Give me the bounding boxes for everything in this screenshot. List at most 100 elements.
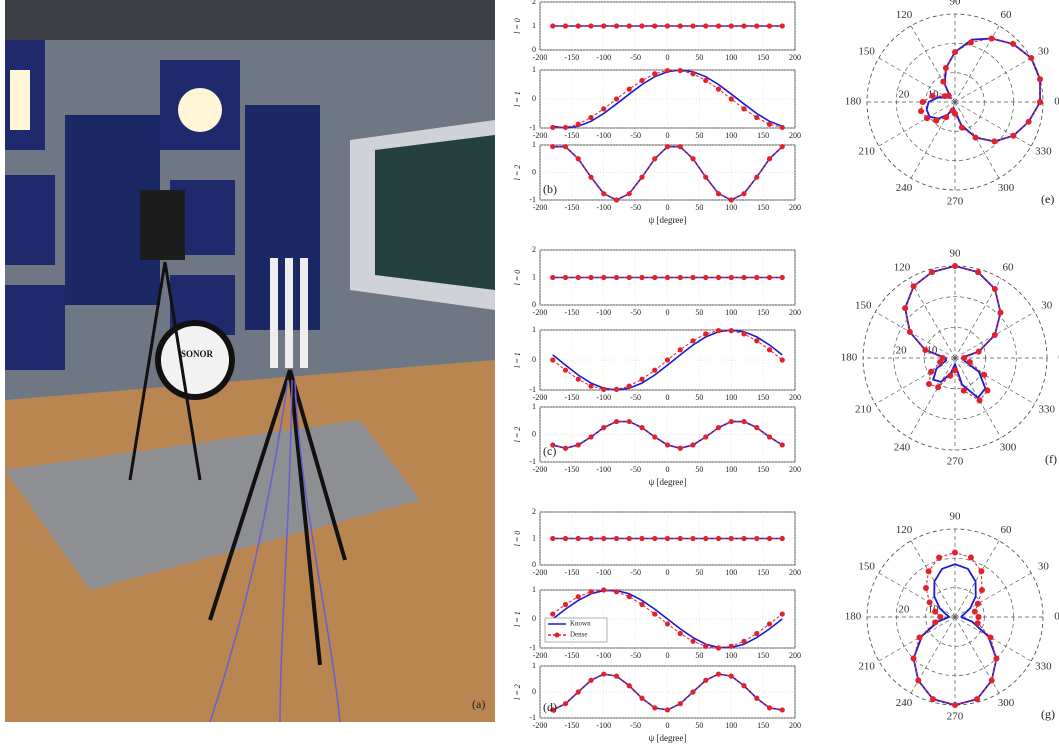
data-point — [690, 442, 695, 447]
data-point — [992, 286, 998, 292]
data-point — [988, 635, 994, 641]
data-point — [614, 275, 619, 280]
drum-brand: SONOR — [181, 349, 214, 359]
data-point — [1037, 76, 1043, 82]
data-point — [563, 701, 568, 706]
data-point — [703, 536, 708, 541]
data-point — [576, 122, 581, 127]
data-point — [588, 434, 593, 439]
data-point — [703, 331, 708, 336]
x-tick-label: -150 — [565, 651, 580, 660]
data-point — [652, 156, 657, 161]
data-point — [920, 99, 926, 105]
data-point — [639, 23, 644, 28]
data-point — [563, 144, 568, 149]
x-tick-label: -100 — [596, 568, 611, 577]
drum-head — [161, 326, 229, 394]
data-point — [601, 191, 606, 196]
x-tick-label: -200 — [533, 308, 548, 317]
data-point — [588, 275, 593, 280]
data-point — [928, 369, 934, 375]
x-tick-label: -100 — [596, 53, 611, 62]
x-tick-label: -50 — [630, 721, 641, 730]
data-point — [716, 275, 721, 280]
y-tick-label: 1 — [532, 272, 536, 281]
data-point — [678, 446, 683, 451]
x-tick-label: -100 — [596, 465, 611, 474]
data-point — [588, 536, 593, 541]
data-point — [943, 114, 949, 120]
data-point — [926, 568, 932, 574]
data-point — [614, 23, 619, 28]
data-point — [780, 536, 785, 541]
data-point — [576, 156, 581, 161]
x-tick-label: 100 — [725, 393, 737, 402]
data-point — [741, 683, 746, 688]
theta-tick-label: 270 — [947, 196, 964, 208]
x-tick-label: -150 — [565, 568, 580, 577]
theta-tick-label: 330 — [1035, 146, 1052, 158]
data-point — [780, 442, 785, 447]
data-point — [627, 191, 632, 196]
data-point — [627, 275, 632, 280]
theta-tick-label: 330 — [1035, 661, 1052, 673]
data-point — [976, 349, 982, 355]
panel-label: (d) — [543, 700, 557, 714]
x-tick-label: -50 — [630, 465, 641, 474]
data-point — [652, 536, 657, 541]
panel-label: (c) — [543, 444, 556, 458]
data-point — [902, 305, 908, 311]
x-tick-label: 100 — [725, 721, 737, 730]
data-point — [947, 373, 953, 379]
data-point — [627, 87, 632, 92]
y-tick-label: 1 — [532, 21, 536, 30]
data-point — [754, 338, 759, 343]
theta-tick-label: 330 — [1039, 404, 1056, 416]
x-tick-label: -50 — [630, 393, 641, 402]
data-point — [923, 585, 929, 591]
data-point — [563, 536, 568, 541]
x-tick-label: 150 — [757, 308, 769, 317]
data-point — [936, 554, 942, 560]
figure: SONOR (a) 012-200-150-100-50050100150200… — [0, 0, 1059, 751]
data-point — [639, 696, 644, 701]
data-point — [741, 23, 746, 28]
data-point — [952, 49, 958, 55]
data-point — [703, 23, 708, 28]
data-point — [678, 68, 683, 73]
data-point — [741, 536, 746, 541]
x-tick-label: 150 — [757, 131, 769, 140]
data-point — [940, 79, 946, 85]
x-tick-label: -100 — [596, 651, 611, 660]
x-tick-label: 50 — [695, 393, 703, 402]
data-point — [985, 388, 991, 394]
theta-tick-label: 60 — [1003, 261, 1015, 273]
data-point — [716, 645, 721, 650]
theta-tick-label: 60 — [1001, 524, 1013, 536]
data-point — [614, 536, 619, 541]
x-tick-label: 150 — [757, 53, 769, 62]
data-point — [563, 23, 568, 28]
theta-tick-label: 90 — [950, 511, 962, 523]
data-point — [588, 23, 593, 28]
panel-label: (f) — [1045, 452, 1057, 466]
y-tick-label: 0 — [532, 614, 536, 623]
data-point — [932, 609, 938, 615]
data-point — [767, 347, 772, 352]
y-tick-label: 0 — [532, 687, 536, 696]
data-point — [780, 707, 785, 712]
data-point — [690, 689, 695, 694]
data-point — [678, 347, 683, 352]
x-tick-label: -200 — [533, 53, 548, 62]
data-point — [588, 678, 593, 683]
data-point — [935, 384, 941, 390]
data-point — [665, 68, 670, 73]
x-tick-label: -100 — [596, 308, 611, 317]
x-tick-label: 150 — [757, 465, 769, 474]
data-point — [998, 309, 1004, 315]
x-tick-label: 150 — [757, 651, 769, 660]
x-tick-label: 200 — [789, 53, 801, 62]
theta-tick-label: 120 — [896, 524, 913, 536]
data-point — [754, 425, 759, 430]
data-point — [967, 359, 973, 365]
